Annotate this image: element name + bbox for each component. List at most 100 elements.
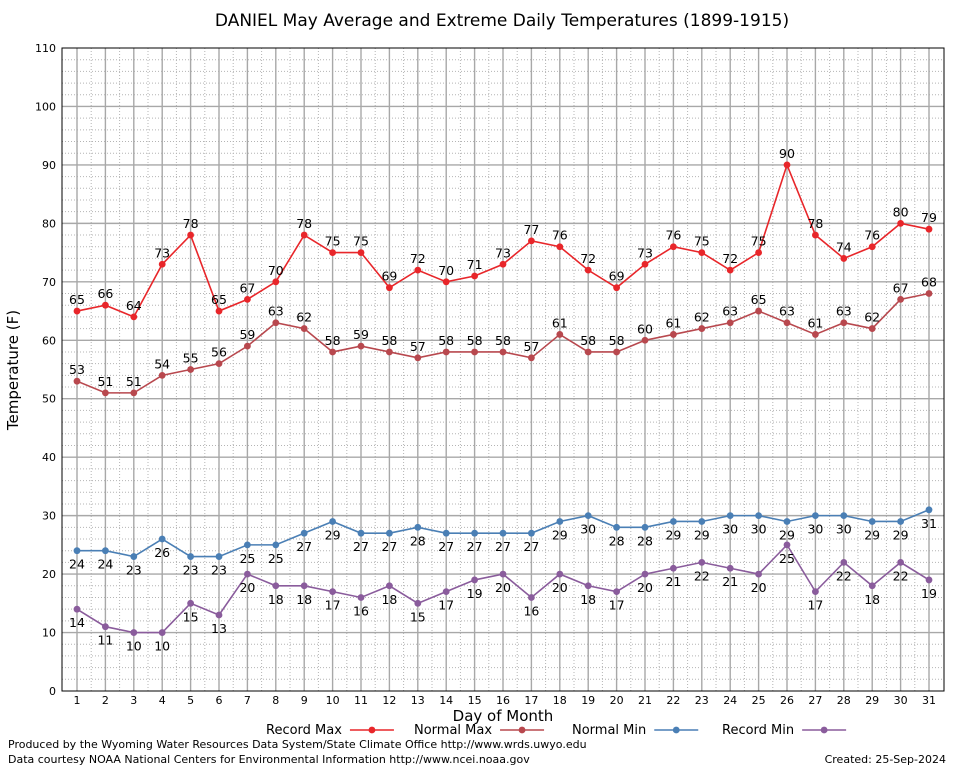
data-label-record-max: 80 — [893, 204, 909, 219]
data-point-normal-max — [499, 348, 507, 356]
chart-title: DANIEL May Average and Extreme Daily Tem… — [215, 11, 789, 31]
data-point-record-min — [726, 564, 734, 572]
data-point-record-min — [386, 582, 393, 590]
data-label-normal-max: 68 — [921, 275, 937, 290]
data-point-record-max — [300, 231, 308, 239]
data-point-normal-min — [528, 529, 535, 537]
data-point-record-max — [414, 266, 422, 274]
data-label-record-max: 70 — [268, 263, 284, 278]
data-label-record-min: 17 — [609, 598, 625, 613]
data-point-normal-min — [244, 541, 251, 549]
footer-produced-by: Produced by the Wyoming Water Resources … — [8, 738, 587, 751]
data-label-normal-max: 51 — [97, 374, 113, 389]
data-label-normal-min: 29 — [665, 527, 681, 542]
data-point-normal-max — [840, 319, 848, 327]
data-point-record-min — [442, 588, 450, 596]
data-point-normal-min — [215, 553, 223, 560]
data-point-record-max — [812, 231, 819, 239]
data-point-normal-min — [868, 518, 876, 525]
series-record-min: 14 11 10 10 15 13 20 18 18 17 16 18 15 17 19 20 16 20 18 17… — [69, 541, 937, 654]
x-tick-label: 2 — [102, 694, 109, 707]
data-point-normal-max — [73, 377, 81, 385]
data-label-normal-min: 23 — [211, 563, 227, 578]
data-point-normal-max — [670, 331, 677, 338]
data-label-normal-max: 62 — [296, 310, 312, 325]
data-point-record-min — [300, 582, 308, 590]
data-point-record-min — [499, 570, 507, 578]
data-label-record-min: 19 — [921, 586, 937, 601]
y-tick-label: 0 — [49, 685, 56, 698]
data-label-normal-max: 62 — [694, 310, 710, 325]
x-tick-label: 1 — [74, 694, 81, 707]
data-point-record-min — [215, 611, 223, 619]
data-point-record-min — [868, 582, 876, 590]
data-point-record-min — [840, 559, 848, 566]
data-label-record-min: 22 — [694, 568, 710, 583]
data-label-normal-max: 53 — [69, 362, 85, 377]
x-tick-label: 29 — [865, 694, 879, 707]
data-label-record-min: 18 — [580, 592, 596, 607]
data-label-record-max: 90 — [779, 146, 795, 161]
data-label-normal-min: 28 — [410, 533, 426, 548]
data-point-record-min — [272, 582, 280, 590]
legend-marker-normal-max — [518, 726, 526, 734]
series-group: 65 66 64 73 78 65 67 70 78 75 75 69 72 70 71 73 77 76 72 69… — [69, 146, 937, 654]
x-tick-label: 4 — [159, 694, 166, 707]
data-label-normal-max: 63 — [836, 304, 852, 319]
data-label-record-min: 17 — [807, 598, 823, 613]
data-point-normal-max — [868, 325, 876, 332]
data-point-record-max — [130, 313, 138, 321]
series-normal-min: 24 24 23 26 23 23 25 25 27 29 27 27 28 27 27 27 27 29 30 28… — [69, 506, 937, 578]
data-point-normal-min — [300, 529, 308, 537]
data-point-normal-max — [925, 290, 933, 297]
data-label-normal-min: 27 — [381, 539, 397, 554]
data-label-record-max: 66 — [97, 286, 113, 301]
data-label-record-min: 10 — [126, 639, 142, 654]
data-point-normal-min — [272, 541, 280, 549]
x-tick-label: 22 — [666, 694, 680, 707]
data-label-record-min: 15 — [410, 609, 426, 624]
data-point-normal-max — [584, 348, 592, 356]
data-label-record-min: 17 — [325, 598, 341, 613]
data-point-normal-min — [102, 547, 109, 555]
data-label-record-max: 76 — [665, 228, 681, 243]
data-point-normal-max — [329, 348, 336, 356]
data-label-record-min: 18 — [268, 592, 284, 607]
x-tick-label: 30 — [894, 694, 908, 707]
data-label-record-min: 25 — [779, 551, 795, 566]
data-label-normal-min: 27 — [296, 539, 312, 554]
y-tick-label: 30 — [42, 510, 56, 523]
data-point-record-max — [641, 260, 649, 268]
x-tick-label: 21 — [638, 694, 652, 707]
data-label-record-max: 70 — [438, 263, 454, 278]
data-point-record-min — [187, 599, 195, 607]
data-label-normal-min: 27 — [467, 539, 483, 554]
data-label-normal-max: 62 — [864, 310, 880, 325]
data-point-normal-min — [386, 529, 393, 537]
data-label-normal-min: 23 — [183, 563, 199, 578]
data-point-record-min — [670, 564, 677, 572]
data-point-normal-max — [613, 348, 620, 356]
data-point-normal-min — [783, 518, 791, 525]
data-label-normal-max: 59 — [353, 327, 369, 342]
data-label-record-min: 16 — [523, 603, 539, 618]
data-label-record-max: 73 — [495, 245, 511, 260]
data-label-record-max: 75 — [751, 234, 767, 249]
data-point-record-min — [755, 570, 762, 578]
legend-marker-normal-min — [672, 726, 680, 734]
data-point-record-max — [726, 266, 734, 274]
data-label-record-max: 75 — [353, 234, 369, 249]
data-point-normal-min — [641, 523, 649, 531]
data-label-normal-max: 58 — [381, 333, 397, 348]
data-label-record-max: 78 — [807, 216, 823, 231]
data-label-normal-max: 61 — [807, 315, 823, 330]
data-point-normal-min — [357, 529, 365, 537]
legend-label-normal-max: Normal Max — [414, 723, 492, 738]
data-label-normal-max: 60 — [637, 321, 653, 336]
data-label-record-max: 74 — [836, 239, 852, 254]
data-point-normal-min — [471, 529, 478, 537]
data-label-record-min: 18 — [296, 592, 312, 607]
data-point-normal-max — [528, 354, 535, 362]
data-point-normal-min — [130, 553, 138, 560]
data-label-normal-max: 58 — [467, 333, 483, 348]
